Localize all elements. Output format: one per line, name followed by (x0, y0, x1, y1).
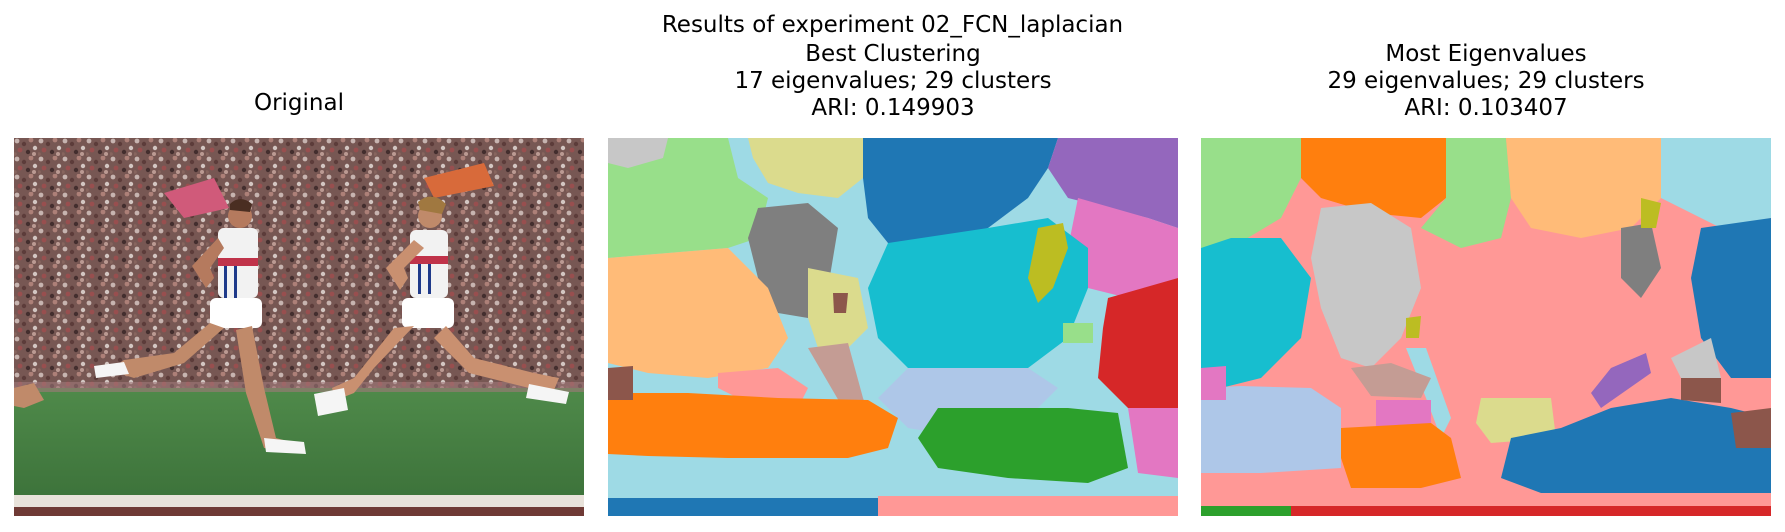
best-clustering-svg (608, 138, 1178, 516)
panel-title-best-clustering: Best Clustering 17 eigenvalues; 29 clust… (608, 41, 1178, 122)
panel-title-line: ARI: 0.149903 (811, 95, 975, 121)
original-image (14, 138, 584, 516)
runner-right (314, 196, 569, 416)
panel-title-line: 17 eigenvalues; 29 clusters (734, 68, 1052, 94)
panel-title-original: Original (14, 90, 584, 117)
original-image-svg (14, 138, 584, 516)
panel-title-line: ARI: 0.103407 (1404, 95, 1568, 121)
runner-left (94, 199, 306, 454)
panel-title-line: 29 eigenvalues; 29 clusters (1327, 68, 1645, 94)
most-eigenvalues-image (1201, 138, 1771, 516)
panel-title-line: Original (253, 90, 344, 116)
panel-title-most-eigenvalues: Most Eigenvalues 29 eigenvalues; 29 clus… (1201, 41, 1771, 122)
panel-title-line: Most Eigenvalues (1385, 41, 1587, 67)
figure-suptitle: Results of experiment 02_FCN_laplacian (661, 12, 1124, 38)
best-clustering-image (608, 138, 1178, 516)
most-eigenvalues-svg (1201, 138, 1771, 516)
panel-title-line: Best Clustering (805, 41, 981, 67)
